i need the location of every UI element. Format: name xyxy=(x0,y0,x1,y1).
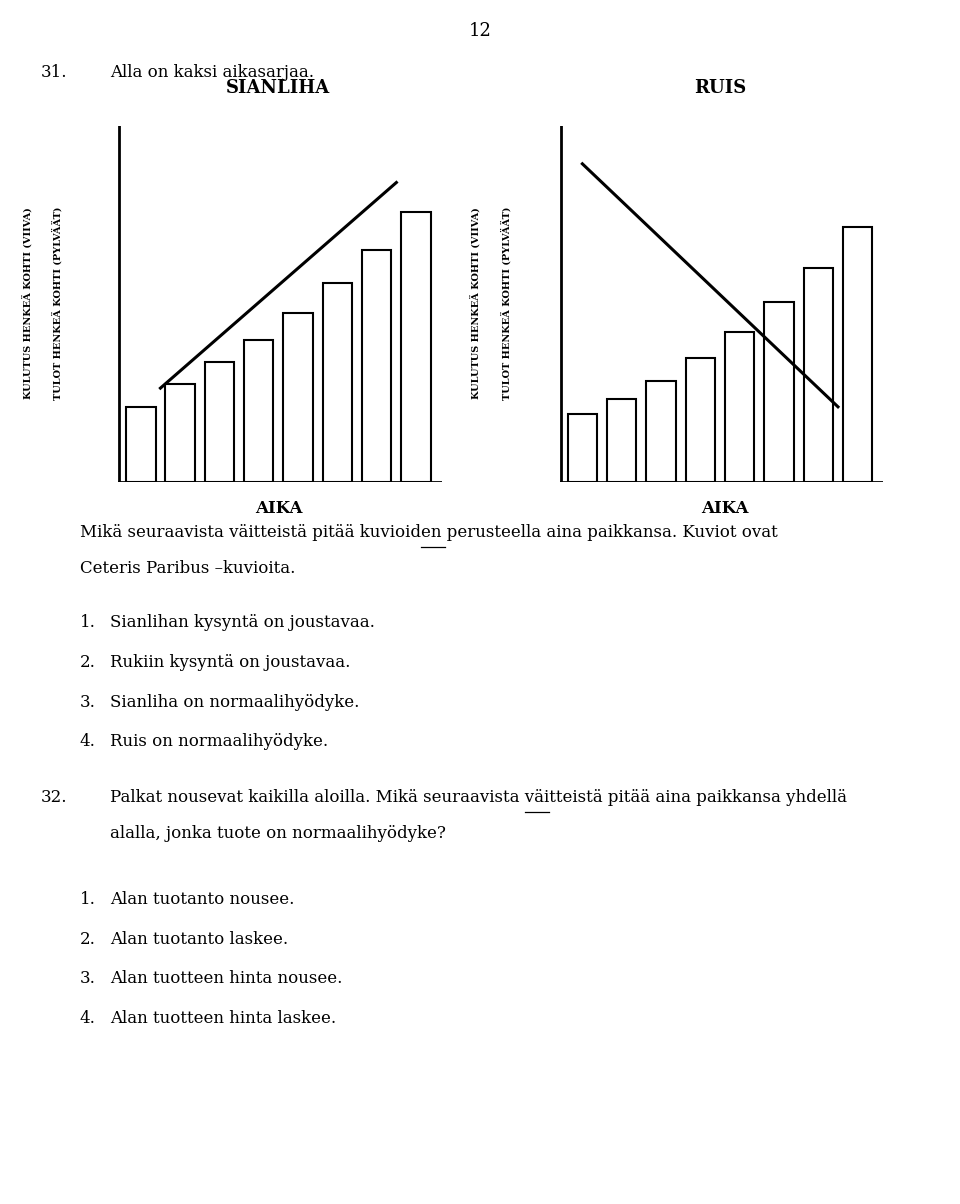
Text: Alla on kaksi aikasarjaa.: Alla on kaksi aikasarjaa. xyxy=(110,64,314,81)
Text: TULOT HENKEÄ KOHTI (PYLVÄÄT): TULOT HENKEÄ KOHTI (PYLVÄÄT) xyxy=(53,207,62,400)
Text: 12: 12 xyxy=(468,22,492,40)
Bar xyxy=(362,249,392,482)
Bar xyxy=(323,283,352,482)
Bar xyxy=(126,407,156,482)
Text: Alan tuotteen hinta laskee.: Alan tuotteen hinta laskee. xyxy=(110,1010,337,1027)
Text: 3.: 3. xyxy=(80,694,96,710)
Bar xyxy=(204,362,234,482)
Text: SIANLIHA: SIANLIHA xyxy=(227,78,330,96)
Bar xyxy=(567,414,597,482)
Bar xyxy=(165,384,195,482)
Text: Mikä seuraavista väitteistä pitää kuvioiden perusteella aina paikkansa. Kuviot o: Mikä seuraavista väitteistä pitää kuvioi… xyxy=(80,524,778,541)
Bar xyxy=(244,340,274,482)
Text: 3.: 3. xyxy=(80,970,96,987)
Text: Ceteris Paribus –kuvioita.: Ceteris Paribus –kuvioita. xyxy=(80,560,295,577)
Text: Palkat nousevat kaikilla aloilla. Mikä seuraavista väitteistä pitää aina paikkan: Palkat nousevat kaikilla aloilla. Mikä s… xyxy=(110,789,848,805)
Text: 4.: 4. xyxy=(80,733,96,750)
Text: 1.: 1. xyxy=(80,614,96,631)
Text: KULUTUS HENKEÄ KOHTI (VIIVA): KULUTUS HENKEÄ KOHTI (VIIVA) xyxy=(22,207,32,400)
Text: Sianlihan kysyntä on joustavaa.: Sianlihan kysyntä on joustavaa. xyxy=(110,614,375,631)
Text: Rukiin kysyntä on joustavaa.: Rukiin kysyntä on joustavaa. xyxy=(110,654,350,671)
Bar xyxy=(685,359,715,482)
Bar xyxy=(607,400,636,482)
Bar xyxy=(843,228,873,482)
Text: 2.: 2. xyxy=(80,654,96,671)
Bar xyxy=(646,380,676,482)
Text: AIKA: AIKA xyxy=(254,500,302,517)
Text: alalla, jonka tuote on normaalihyödyke?: alalla, jonka tuote on normaalihyödyke? xyxy=(110,825,446,842)
Text: 31.: 31. xyxy=(40,64,67,81)
Bar xyxy=(764,302,794,482)
Text: Alan tuotteen hinta nousee.: Alan tuotteen hinta nousee. xyxy=(110,970,343,987)
Bar xyxy=(725,332,755,482)
Text: 32.: 32. xyxy=(40,789,67,805)
Text: Sianliha on normaalihyödyke.: Sianliha on normaalihyödyke. xyxy=(110,694,360,710)
Text: 1.: 1. xyxy=(80,891,96,908)
Bar xyxy=(283,313,313,482)
Text: 4.: 4. xyxy=(80,1010,96,1027)
Text: KULUTUS HENKEÄ KOHTI (VIIVA): KULUTUS HENKEÄ KOHTI (VIIVA) xyxy=(470,207,480,400)
Text: RUIS: RUIS xyxy=(694,78,746,96)
Text: 2.: 2. xyxy=(80,931,96,948)
Text: AIKA: AIKA xyxy=(701,500,749,517)
Bar xyxy=(401,212,431,482)
Text: TULOT HENKEÄ KOHTI (PYLVÄÄT): TULOT HENKEÄ KOHTI (PYLVÄÄT) xyxy=(501,207,511,400)
Text: Alan tuotanto nousee.: Alan tuotanto nousee. xyxy=(110,891,295,908)
Bar xyxy=(804,268,833,482)
Text: Alan tuotanto laskee.: Alan tuotanto laskee. xyxy=(110,931,289,948)
Text: Ruis on normaalihyödyke.: Ruis on normaalihyödyke. xyxy=(110,733,328,750)
